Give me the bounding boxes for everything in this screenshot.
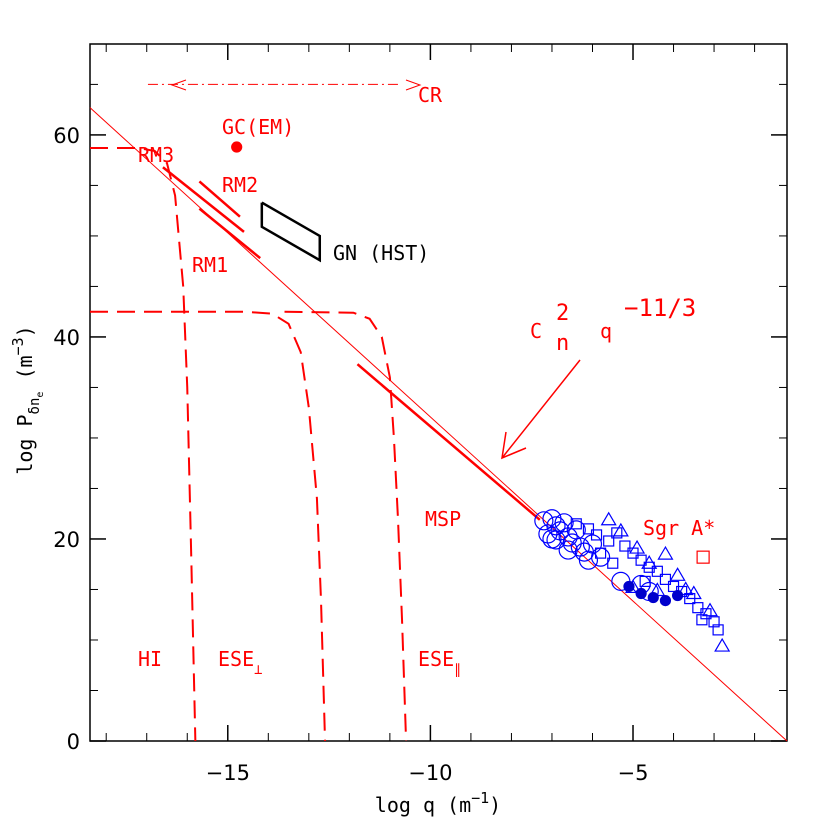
axis-label-sup: −3: [9, 337, 27, 355]
point: [603, 535, 615, 547]
point: [600, 511, 617, 526]
point: [696, 550, 710, 564]
x-tick-label: −5: [618, 761, 649, 785]
y-tick-label: 20: [53, 528, 80, 552]
line: [89, 107, 788, 742]
line: [260, 201, 322, 263]
annotation: RM1: [192, 253, 228, 277]
annotation: GN (HST): [333, 241, 429, 265]
annotation: ESE∥: [418, 647, 461, 678]
point: [629, 539, 646, 554]
point: [714, 637, 731, 652]
point: [558, 540, 578, 560]
annotation: Sgr A*: [643, 516, 715, 540]
point: [546, 516, 566, 536]
point: [669, 567, 686, 581]
point: [578, 550, 599, 570]
x-tick-label: −10: [408, 761, 452, 785]
y-tick-label: 60: [53, 124, 80, 148]
point: [708, 616, 720, 628]
axis-label-sub: δn: [27, 398, 43, 415]
point: [677, 581, 694, 596]
y-tick-label: 0: [67, 730, 80, 754]
point: [558, 527, 578, 547]
line: [198, 180, 241, 218]
annotation-sub: ⊥: [254, 662, 262, 678]
annotation: MSP: [425, 507, 461, 531]
annotation: ESE: [218, 647, 254, 671]
y-axis-label: log Pδne (m−3): [9, 325, 46, 474]
point: [570, 518, 582, 530]
point: [231, 141, 243, 153]
annotation: ESE: [418, 647, 454, 671]
y-tick-label: 40: [53, 326, 80, 350]
annotation-sup: 2: [556, 301, 569, 326]
point: [651, 565, 663, 577]
annotation: GC(EM): [222, 115, 294, 139]
line: [356, 363, 541, 521]
point: [611, 527, 623, 539]
point: [647, 591, 659, 604]
line: [198, 207, 261, 260]
point: [643, 561, 655, 573]
annotation: HI: [138, 647, 162, 671]
point: [594, 547, 607, 559]
axis-label: (m: [13, 355, 37, 391]
point: [700, 608, 712, 620]
line: [90, 310, 327, 742]
axis-label-sup: −1: [471, 789, 489, 807]
axis-label: log q (m: [375, 793, 471, 817]
point: [692, 602, 704, 614]
arrow-head: [170, 79, 187, 91]
point: [538, 524, 558, 544]
axis-label: log P: [13, 414, 37, 474]
arrow-head: [405, 79, 422, 91]
point: [582, 534, 603, 554]
line: [162, 166, 245, 233]
point: [659, 594, 672, 607]
annotation: RM2: [222, 173, 258, 197]
line: [284, 310, 408, 742]
point: [590, 529, 603, 541]
annotation: RM3: [138, 143, 174, 167]
point: [623, 580, 635, 593]
axis-label: ): [489, 793, 501, 817]
axis-label-sub: e: [35, 392, 46, 398]
point: [534, 511, 554, 531]
point: [639, 575, 651, 587]
point: [671, 589, 684, 602]
x-axis-label: log q (m−1): [375, 789, 501, 817]
annotation: q: [600, 319, 612, 343]
annotation-sub: ∥: [454, 662, 461, 678]
power-law-label: C2 n q −11/3: [530, 294, 696, 356]
point: [701, 602, 719, 617]
point: [590, 547, 611, 567]
arrow: [501, 359, 581, 459]
axis-label: ): [13, 325, 37, 337]
x-tick-label: −15: [206, 761, 250, 785]
plot-frame: [89, 43, 788, 742]
annotation: ESE⊥: [218, 647, 263, 678]
point: [696, 614, 708, 626]
point: [712, 624, 724, 636]
point: [659, 573, 672, 585]
annotation: CR: [418, 83, 443, 107]
point: [554, 513, 574, 533]
line: [90, 147, 197, 742]
annotation-sub: n: [556, 331, 569, 356]
point: [619, 540, 631, 552]
point: [582, 523, 595, 535]
point: [685, 585, 702, 600]
point: [657, 545, 674, 560]
annotation-sup: −11/3: [624, 294, 696, 322]
arrow-head: [501, 431, 527, 460]
point: [612, 522, 629, 537]
annotation: C: [530, 319, 542, 343]
point: [635, 587, 647, 600]
point: [607, 557, 619, 569]
point: [641, 555, 658, 569]
point: [635, 554, 647, 566]
point: [542, 529, 562, 549]
